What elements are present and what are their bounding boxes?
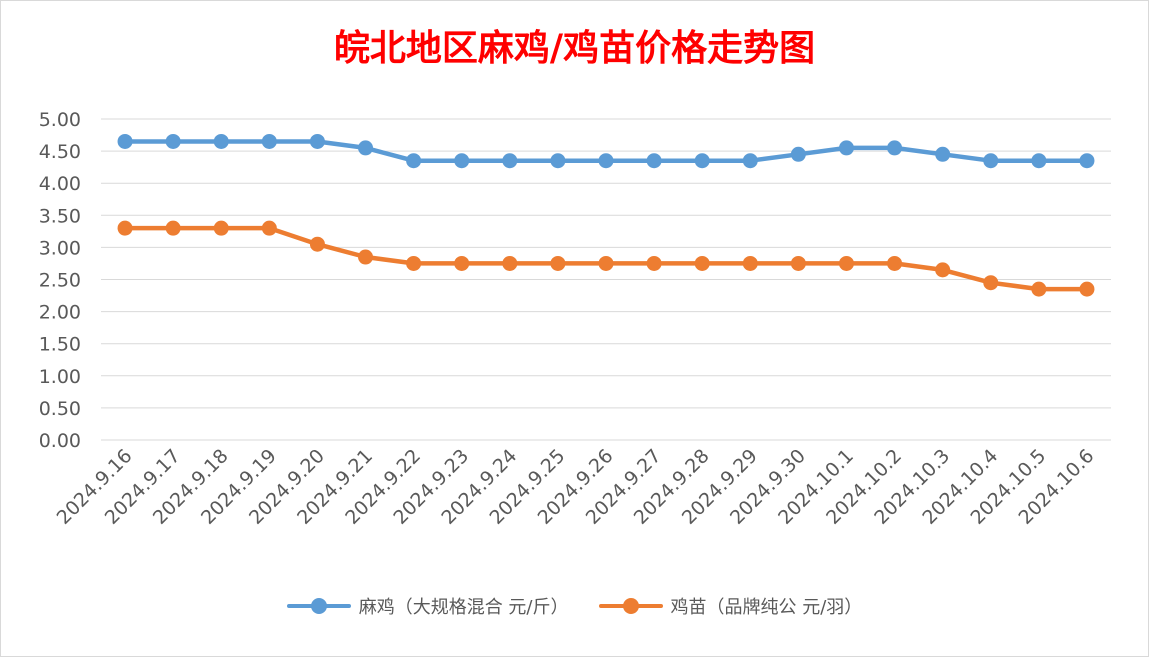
data-point-series-0 — [935, 146, 951, 162]
y-tick-label: 1.00 — [39, 366, 81, 388]
y-tick-label: 2.00 — [39, 302, 81, 324]
data-point-series-0 — [165, 133, 181, 149]
data-point-series-0 — [694, 153, 710, 169]
data-point-series-0 — [502, 153, 518, 169]
data-point-series-0 — [983, 153, 999, 169]
data-point-series-0 — [117, 133, 133, 149]
legend-marker-series-0 — [286, 598, 351, 614]
data-point-series-1 — [790, 255, 806, 271]
legend-item-series-1: 鸡苗（品牌纯公 元/羽） — [598, 593, 863, 619]
data-point-series-1 — [983, 275, 999, 291]
data-point-series-0 — [406, 153, 422, 169]
data-point-series-0 — [213, 133, 229, 149]
y-tick-label: 5.00 — [39, 109, 81, 131]
data-point-series-0 — [358, 140, 374, 156]
data-point-series-0 — [1079, 153, 1095, 169]
data-point-series-0 — [261, 133, 277, 149]
chart-title: 皖北地区麻鸡/鸡苗价格走势图 — [333, 27, 816, 69]
data-point-series-0 — [790, 146, 806, 162]
data-point-series-1 — [742, 255, 758, 271]
data-point-series-0 — [598, 153, 614, 169]
data-point-series-1 — [646, 255, 662, 271]
data-point-series-1 — [358, 249, 374, 265]
data-point-series-1 — [550, 255, 566, 271]
legend-label-series-1: 鸡苗（品牌纯公 元/羽） — [670, 597, 863, 618]
data-point-series-0 — [1031, 153, 1047, 169]
data-point-series-0 — [309, 133, 325, 149]
data-point-series-1 — [309, 236, 325, 252]
data-point-series-1 — [838, 255, 854, 271]
data-point-series-1 — [694, 255, 710, 271]
data-point-series-1 — [454, 255, 470, 271]
data-point-series-1 — [1079, 281, 1095, 297]
legend: 麻鸡（大规格混合 元/斤） 鸡苗（品牌纯公 元/羽） — [1, 593, 1148, 619]
data-point-series-1 — [887, 255, 903, 271]
data-point-series-0 — [742, 153, 758, 169]
data-point-series-0 — [550, 153, 566, 169]
data-point-series-0 — [887, 140, 903, 156]
legend-label-series-0: 麻鸡（大规格混合 元/斤） — [358, 597, 569, 618]
data-point-series-0 — [454, 153, 470, 169]
data-point-series-1 — [165, 220, 181, 236]
data-point-series-1 — [213, 220, 229, 236]
y-tick-label: 2.50 — [39, 270, 81, 292]
data-point-series-1 — [1031, 281, 1047, 297]
y-tick-label: 3.00 — [39, 237, 81, 259]
data-point-series-1 — [406, 255, 422, 271]
y-tick-label: 4.00 — [39, 173, 81, 195]
data-point-series-1 — [935, 262, 951, 278]
legend-marker-series-1 — [598, 598, 663, 614]
data-point-series-0 — [838, 140, 854, 156]
legend-item-series-0: 麻鸡（大规格混合 元/斤） — [286, 593, 569, 619]
data-point-series-1 — [502, 255, 518, 271]
data-point-series-1 — [117, 220, 133, 236]
y-tick-label: 0.00 — [39, 430, 81, 452]
data-point-series-0 — [646, 153, 662, 169]
y-tick-label: 3.50 — [39, 205, 81, 227]
y-tick-label: 0.50 — [39, 398, 81, 420]
data-point-series-1 — [261, 220, 277, 236]
y-tick-label: 1.50 — [39, 334, 81, 356]
data-point-series-1 — [598, 255, 614, 271]
y-tick-label: 4.50 — [39, 141, 81, 163]
